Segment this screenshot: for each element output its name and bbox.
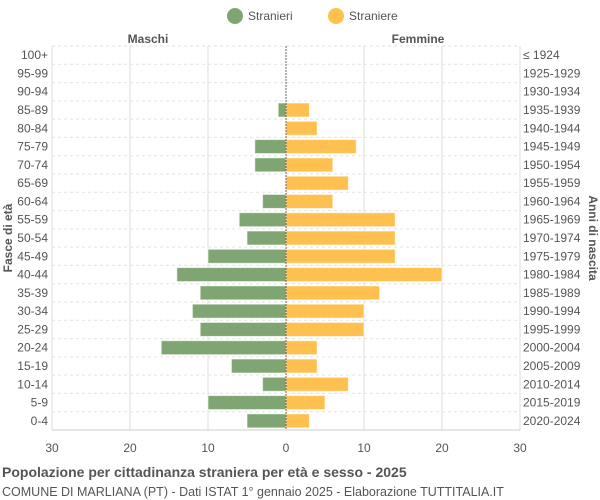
- age-label: 40-44: [17, 268, 48, 282]
- birth-year-label: 1960-1964: [523, 194, 581, 208]
- right-header: Femmine: [392, 32, 445, 46]
- chart-title: Popolazione per cittadinanza straniera p…: [2, 464, 407, 480]
- bar-male-45-49: [207, 248, 287, 264]
- bar-male-20-24: [160, 340, 287, 356]
- age-label: 60-64: [17, 194, 48, 208]
- birth-year-label: 1925-1929: [523, 66, 581, 80]
- bar-male-55-59: [238, 212, 287, 228]
- age-label: 55-59: [17, 213, 48, 227]
- bar-male-75-79: [254, 139, 287, 155]
- legend-marker-straniere: [328, 8, 344, 24]
- age-label: 95-99: [17, 66, 48, 80]
- x-tick-label: 30: [45, 441, 59, 455]
- bar-male-15-19: [230, 358, 287, 374]
- bar-female-0-4: [285, 413, 310, 429]
- bar-female-30-34: [285, 303, 365, 319]
- age-label: 0-4: [31, 414, 49, 428]
- birth-year-label: 1975-1979: [523, 249, 581, 263]
- bar-male-30-34: [191, 303, 287, 319]
- age-label: 65-69: [17, 176, 48, 190]
- birth-year-label: 1985-1989: [523, 286, 581, 300]
- bar-female-50-54: [285, 230, 396, 246]
- legend-marker-stranieri: [227, 8, 243, 24]
- age-label: 80-84: [17, 121, 48, 135]
- bar-male-85-89: [277, 102, 287, 118]
- bar-female-65-69: [285, 175, 349, 191]
- x-tick-label: 30: [513, 441, 527, 455]
- age-label: 70-74: [17, 158, 48, 172]
- bar-female-85-89: [285, 102, 310, 118]
- x-tick-label: 10: [201, 441, 215, 455]
- birth-year-label: 1945-1949: [523, 140, 581, 154]
- age-label: 85-89: [17, 103, 48, 117]
- birth-year-label: 2000-2004: [523, 341, 581, 355]
- birth-year-label: 1940-1944: [523, 121, 581, 135]
- birth-year-label: ≤ 1924: [523, 48, 560, 62]
- birth-year-label: 2010-2014: [523, 377, 581, 391]
- bar-male-0-4: [246, 413, 287, 429]
- bar-female-15-19: [285, 358, 318, 374]
- bar-female-40-44: [285, 267, 443, 283]
- bar-female-60-64: [285, 193, 334, 209]
- age-label: 25-29: [17, 322, 48, 336]
- x-tick-label: 20: [435, 441, 449, 455]
- birth-year-label: 1980-1984: [523, 268, 581, 282]
- birth-year-label: 2005-2009: [523, 359, 581, 373]
- birth-year-label: 1950-1954: [523, 158, 581, 172]
- bar-male-25-29: [199, 321, 287, 337]
- bar-female-55-59: [285, 212, 396, 228]
- y-axis-label-right: Anni di nascita: [586, 195, 600, 281]
- birth-year-label: 1990-1994: [523, 304, 581, 318]
- bar-female-25-29: [285, 321, 365, 337]
- age-label: 15-19: [17, 359, 48, 373]
- birth-year-label: 1955-1959: [523, 176, 581, 190]
- age-label: 90-94: [17, 85, 48, 99]
- age-label: 10-14: [17, 377, 48, 391]
- age-label: 100+: [21, 48, 48, 62]
- age-label: 20-24: [17, 341, 48, 355]
- bar-male-35-39: [199, 285, 287, 301]
- bar-female-10-14: [285, 376, 349, 392]
- x-tick-label: 10: [357, 441, 371, 455]
- x-tick-label: 20: [123, 441, 137, 455]
- bar-female-45-49: [285, 248, 396, 264]
- bar-male-5-9: [207, 395, 287, 411]
- bar-female-70-74: [285, 157, 334, 173]
- age-label: 50-54: [17, 231, 48, 245]
- legend-label-straniere: Straniere: [349, 9, 398, 23]
- bar-female-20-24: [285, 340, 318, 356]
- bar-female-80-84: [285, 120, 318, 136]
- bar-male-60-64: [262, 193, 287, 209]
- age-label: 45-49: [17, 249, 48, 263]
- birth-year-label: 1965-1969: [523, 213, 581, 227]
- birth-year-label: 1970-1974: [523, 231, 581, 245]
- chart-subtitle: COMUNE DI MARLIANA (PT) - Dati ISTAT 1° …: [2, 485, 504, 499]
- left-header: Maschi: [128, 32, 169, 46]
- bar-female-5-9: [285, 395, 326, 411]
- age-label: 30-34: [17, 304, 48, 318]
- birth-year-label: 1995-1999: [523, 322, 581, 336]
- birth-year-label: 2015-2019: [523, 396, 581, 410]
- age-label: 75-79: [17, 140, 48, 154]
- legend-label-stranieri: Stranieri: [248, 9, 293, 23]
- birth-year-label: 2020-2024: [523, 414, 581, 428]
- y-axis-label-left: Fasce di età: [1, 203, 15, 272]
- birth-year-label: 1930-1934: [523, 85, 581, 99]
- bar-female-75-79: [285, 139, 357, 155]
- bar-male-10-14: [262, 376, 287, 392]
- bar-male-50-54: [246, 230, 287, 246]
- age-label: 5-9: [31, 396, 49, 410]
- bar-female-35-39: [285, 285, 381, 301]
- x-tick-label: 0: [283, 441, 290, 455]
- bar-male-70-74: [254, 157, 287, 173]
- bar-male-40-44: [176, 267, 287, 283]
- birth-year-label: 1935-1939: [523, 103, 581, 117]
- age-label: 35-39: [17, 286, 48, 300]
